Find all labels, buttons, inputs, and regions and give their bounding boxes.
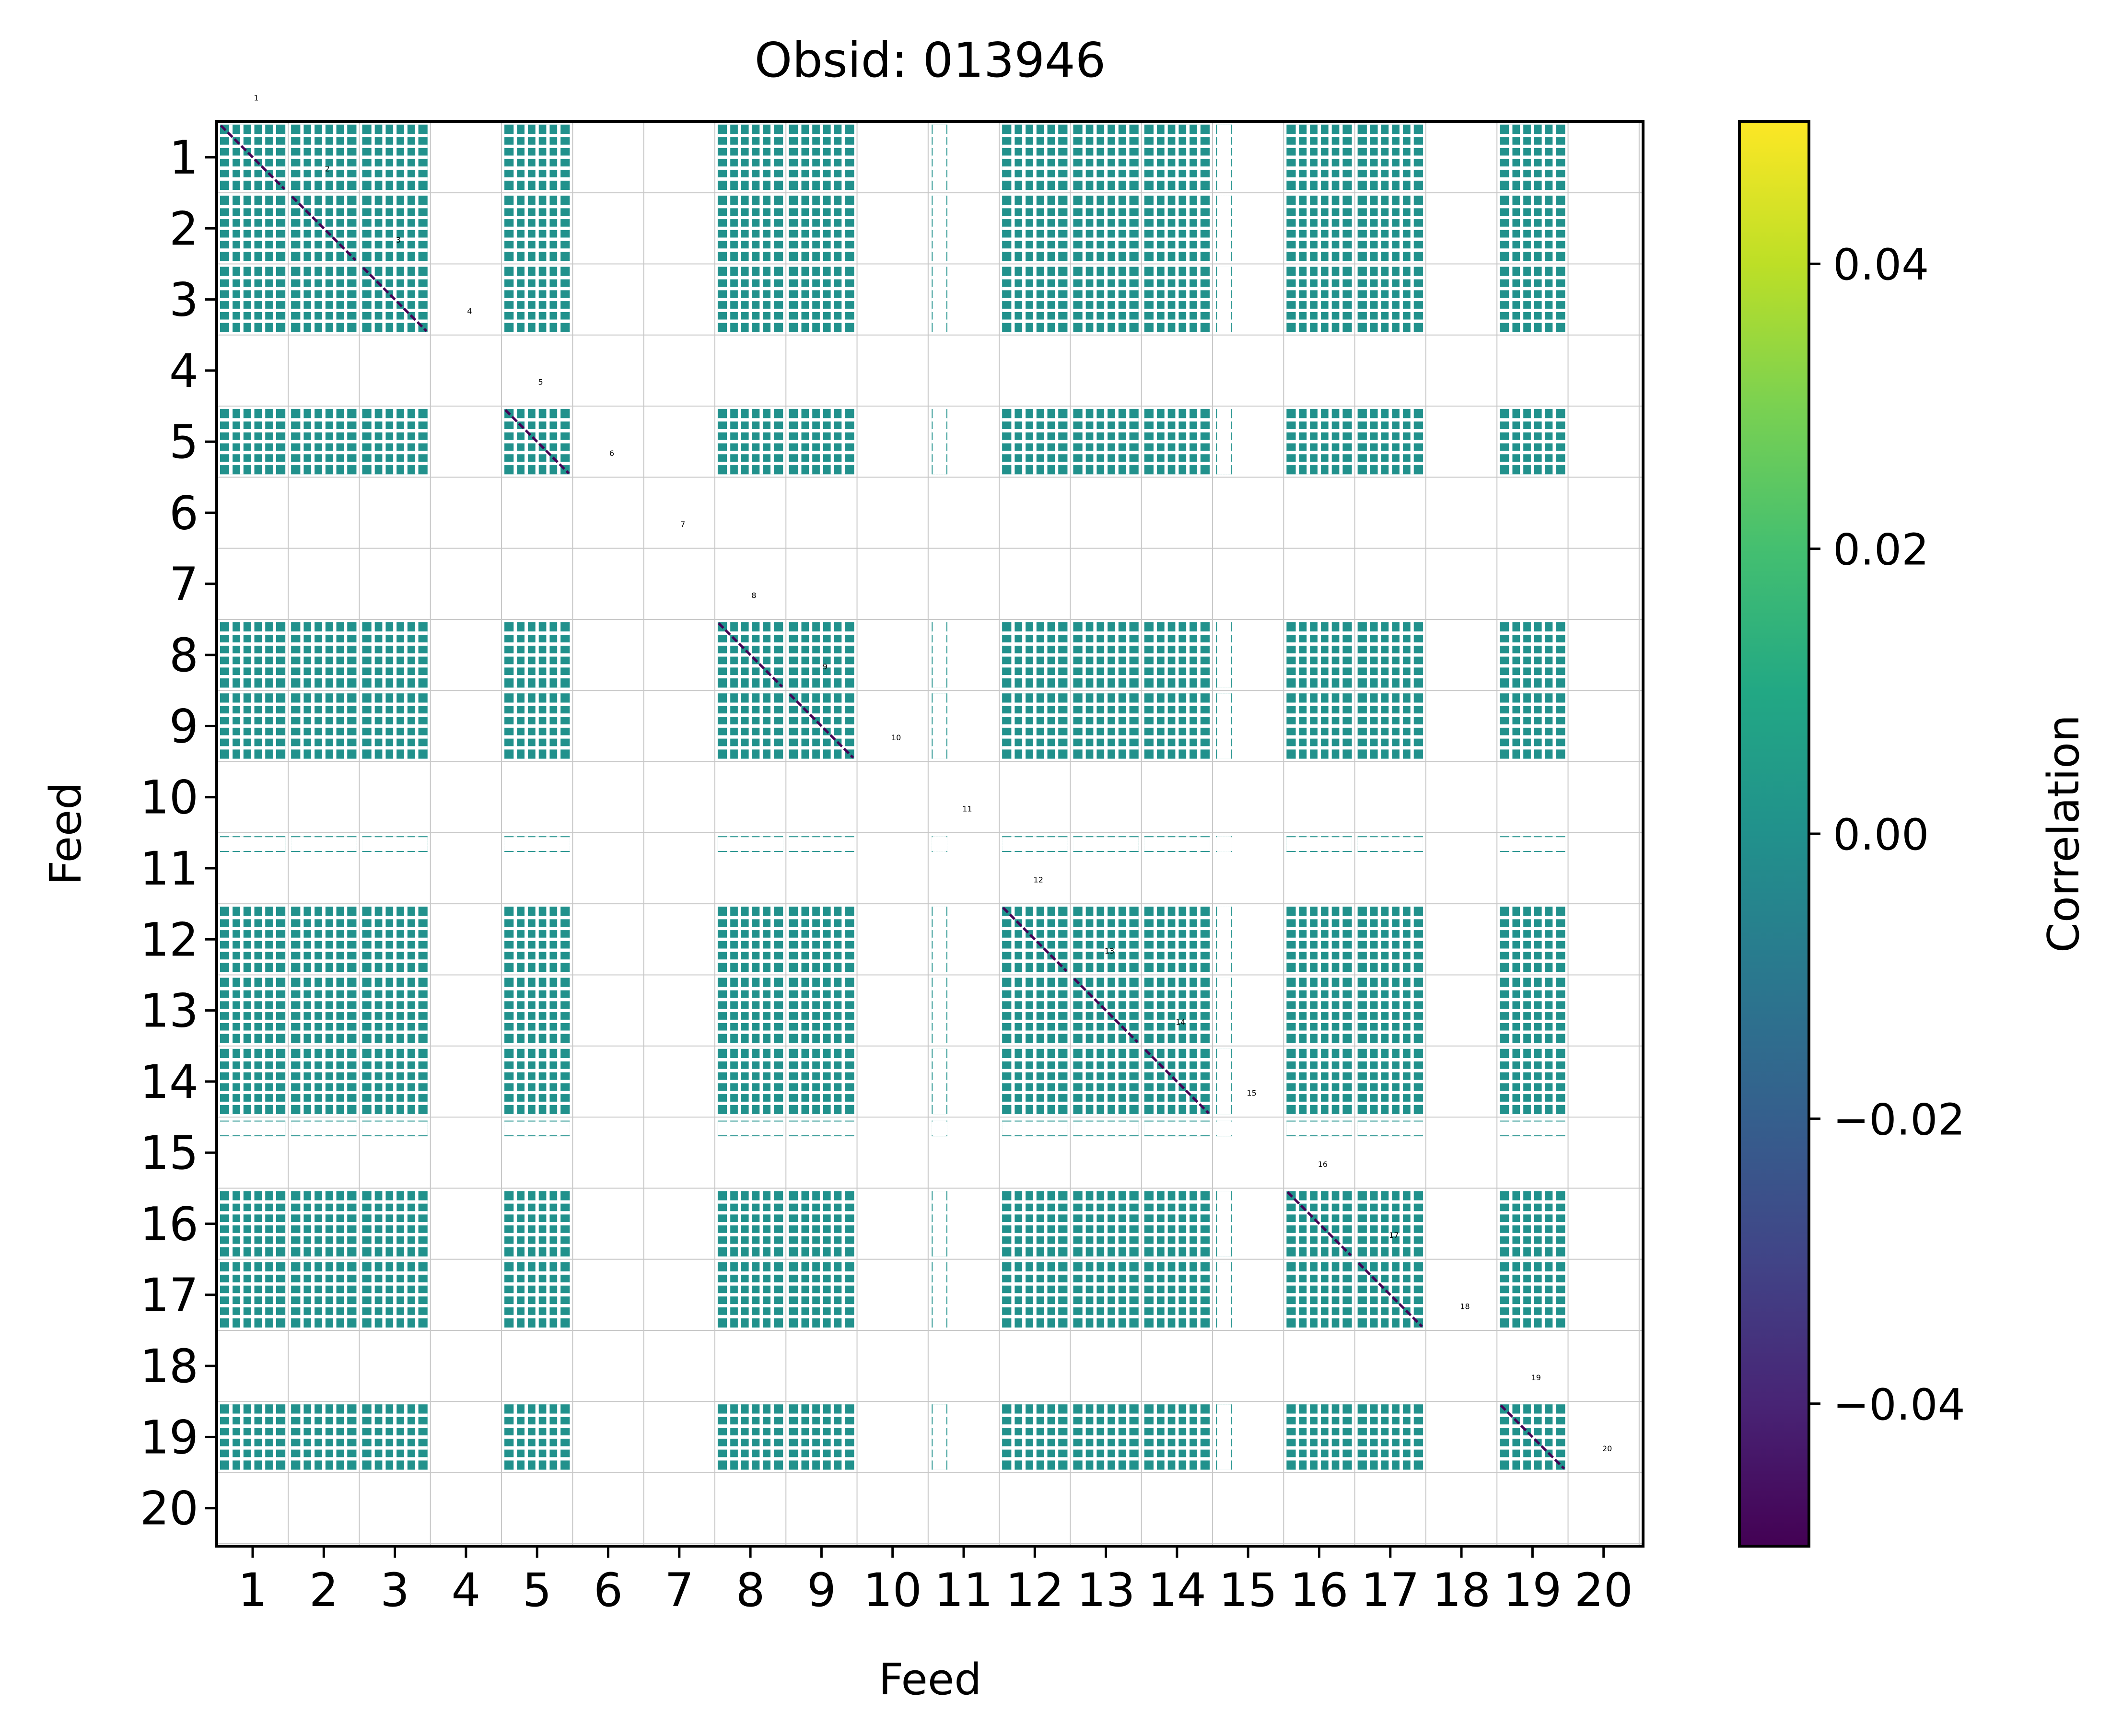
y-tick-label: 13 <box>140 984 198 1038</box>
diagonal-feed-label: 10 <box>891 733 901 742</box>
diagonal-segment-9 <box>789 693 854 759</box>
y-tick-label: 18 <box>140 1340 198 1393</box>
x-tick-label: 7 <box>665 1563 694 1617</box>
diagonal-segment-14 <box>1144 1049 1210 1114</box>
grid-lines <box>216 121 1643 1546</box>
colorbar-tick-label: 0.00 <box>1833 810 1929 860</box>
x-tick-label: 16 <box>1290 1563 1348 1617</box>
y-tick-label: 10 <box>140 771 198 825</box>
x-tick-label: 3 <box>380 1563 409 1617</box>
x-tick-label: 2 <box>309 1563 338 1617</box>
colorbar-tick-label: 0.02 <box>1833 525 1929 575</box>
y-tick-label: 2 <box>169 202 198 256</box>
x-tick-label: 15 <box>1219 1563 1277 1617</box>
x-tick-label: 13 <box>1077 1563 1135 1617</box>
diagonal-segment-2 <box>291 196 357 261</box>
diagonal-segment-12 <box>1002 907 1068 972</box>
y-tick-label: 1 <box>169 131 198 185</box>
diagonal-segment-16 <box>1286 1191 1352 1257</box>
colorbar-tick-label: −0.04 <box>1833 1380 1965 1430</box>
colorbar <box>1738 120 1810 1548</box>
diagonal-feed-label: 4 <box>467 306 472 315</box>
diagonal-feed-label: 11 <box>962 804 972 813</box>
colorbar-tick-label: −0.02 <box>1833 1095 1965 1145</box>
y-tick-label: 12 <box>140 913 198 967</box>
diagonal-segment-13 <box>1073 978 1139 1043</box>
colorbar-ticks: −0.04 −0.02 0.00 0.02 0.04 <box>1809 240 1965 1430</box>
diagonal-feed-label: 9 <box>823 662 828 671</box>
heatmap-cells <box>220 124 1565 1470</box>
y-tick-label: 9 <box>169 699 198 753</box>
diagonal-segment-19 <box>1500 1404 1565 1470</box>
y-tick-label: 17 <box>140 1269 198 1322</box>
diagonal-segment-17 <box>1357 1262 1423 1328</box>
diagonal-segment-5 <box>504 409 570 475</box>
y-tick-label: 4 <box>169 344 198 398</box>
x-axis-label: Feed <box>879 1654 982 1705</box>
x-tick-label: 4 <box>451 1563 480 1617</box>
x-tick-label: 1 <box>238 1563 267 1617</box>
diagonal-feed-label: 12 <box>1034 875 1043 885</box>
plot-frame <box>215 120 1644 1548</box>
x-tick-label: 20 <box>1575 1563 1633 1617</box>
chart-title: Obsid: 013946 <box>755 32 1106 88</box>
diagonal-feed-label: 17 <box>1389 1231 1399 1240</box>
diagonal-feed-label: 13 <box>1105 946 1114 955</box>
y-tick-label: 8 <box>169 629 198 682</box>
diagonal-feed-label: 20 <box>1602 1444 1612 1453</box>
diagonal-feed-label: 1 <box>254 93 258 102</box>
diagonal-feed-label: 14 <box>1176 1017 1185 1026</box>
y-tick-label: 6 <box>169 487 198 540</box>
x-axis-ticks: 1 2 3 4 5 6 7 8 9 10 11 12 13 14 15 16 17 18 19 20 <box>238 1546 1633 1617</box>
diagonal-segment-1 <box>220 125 285 190</box>
y-axis-label: Feed <box>41 782 91 885</box>
colorbar-label: Correlation <box>2039 715 2089 953</box>
x-tick-label: 10 <box>863 1563 922 1617</box>
diagonal-segment-8 <box>718 622 783 688</box>
x-tick-label: 11 <box>934 1563 993 1617</box>
x-tick-label: 14 <box>1148 1563 1206 1617</box>
colorbar-tick-label: 0.04 <box>1833 240 1929 290</box>
diagonal-segment-3 <box>362 267 428 332</box>
x-tick-label: 6 <box>594 1563 623 1617</box>
y-tick-label: 5 <box>169 415 198 469</box>
x-tick-label: 18 <box>1432 1563 1491 1617</box>
diagonal-feed-label: 18 <box>1460 1302 1470 1311</box>
y-tick-label: 15 <box>140 1126 198 1180</box>
diagonal-feed-label: 16 <box>1318 1160 1328 1169</box>
y-tick-label: 20 <box>140 1482 198 1536</box>
y-tick-label: 7 <box>169 558 198 611</box>
diagonal-feed-label: 3 <box>396 235 401 245</box>
x-tick-label: 19 <box>1503 1563 1562 1617</box>
x-tick-label: 17 <box>1361 1563 1420 1617</box>
diagonal-feed-label: 5 <box>538 378 543 387</box>
x-tick-label: 8 <box>736 1563 765 1617</box>
diagonal-feed-label: 6 <box>609 449 614 458</box>
diagonal-feed-label: 7 <box>680 520 685 529</box>
y-tick-label: 16 <box>140 1198 198 1251</box>
y-tick-label: 11 <box>140 842 198 896</box>
x-tick-label: 9 <box>807 1563 836 1617</box>
diagonal-feed-label: 2 <box>325 164 330 174</box>
x-tick-label: 5 <box>523 1563 552 1617</box>
diagonal-feed-label: 19 <box>1531 1373 1541 1382</box>
x-tick-label: 12 <box>1005 1563 1064 1617</box>
diagonal-feed-label: 15 <box>1247 1089 1256 1098</box>
diagonal-feed-label: 8 <box>751 591 756 600</box>
y-tick-label: 14 <box>140 1055 198 1109</box>
y-tick-label: 3 <box>169 273 198 327</box>
y-tick-label: 19 <box>140 1410 198 1464</box>
